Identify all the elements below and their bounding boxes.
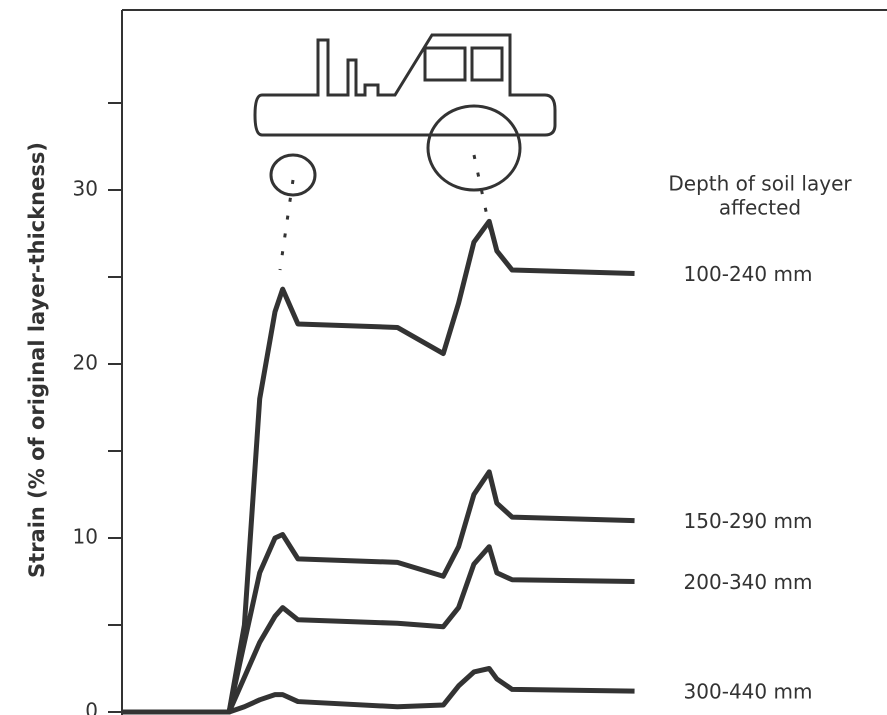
series-label: 150-290 mm: [684, 509, 813, 533]
legend-title: Depth of soil layer: [668, 172, 852, 196]
series-line: [122, 469, 635, 715]
y-tick-label: 20: [73, 351, 98, 375]
series-line: [122, 666, 635, 715]
legend-title: affected: [719, 196, 801, 220]
series-label: 100-240 mm: [684, 262, 813, 286]
series-line: [122, 218, 635, 715]
y-tick-label: 30: [73, 177, 98, 201]
y-tick-label: 10: [73, 525, 98, 549]
series-label: 300-440 mm: [684, 680, 813, 704]
series-label: 200-340 mm: [684, 570, 813, 594]
y-tick-label: 0: [85, 699, 98, 715]
series-line: [122, 544, 635, 715]
tractor: [253, 33, 557, 271]
y-axis-label: Strain (% of original layer-thickness): [25, 142, 49, 578]
